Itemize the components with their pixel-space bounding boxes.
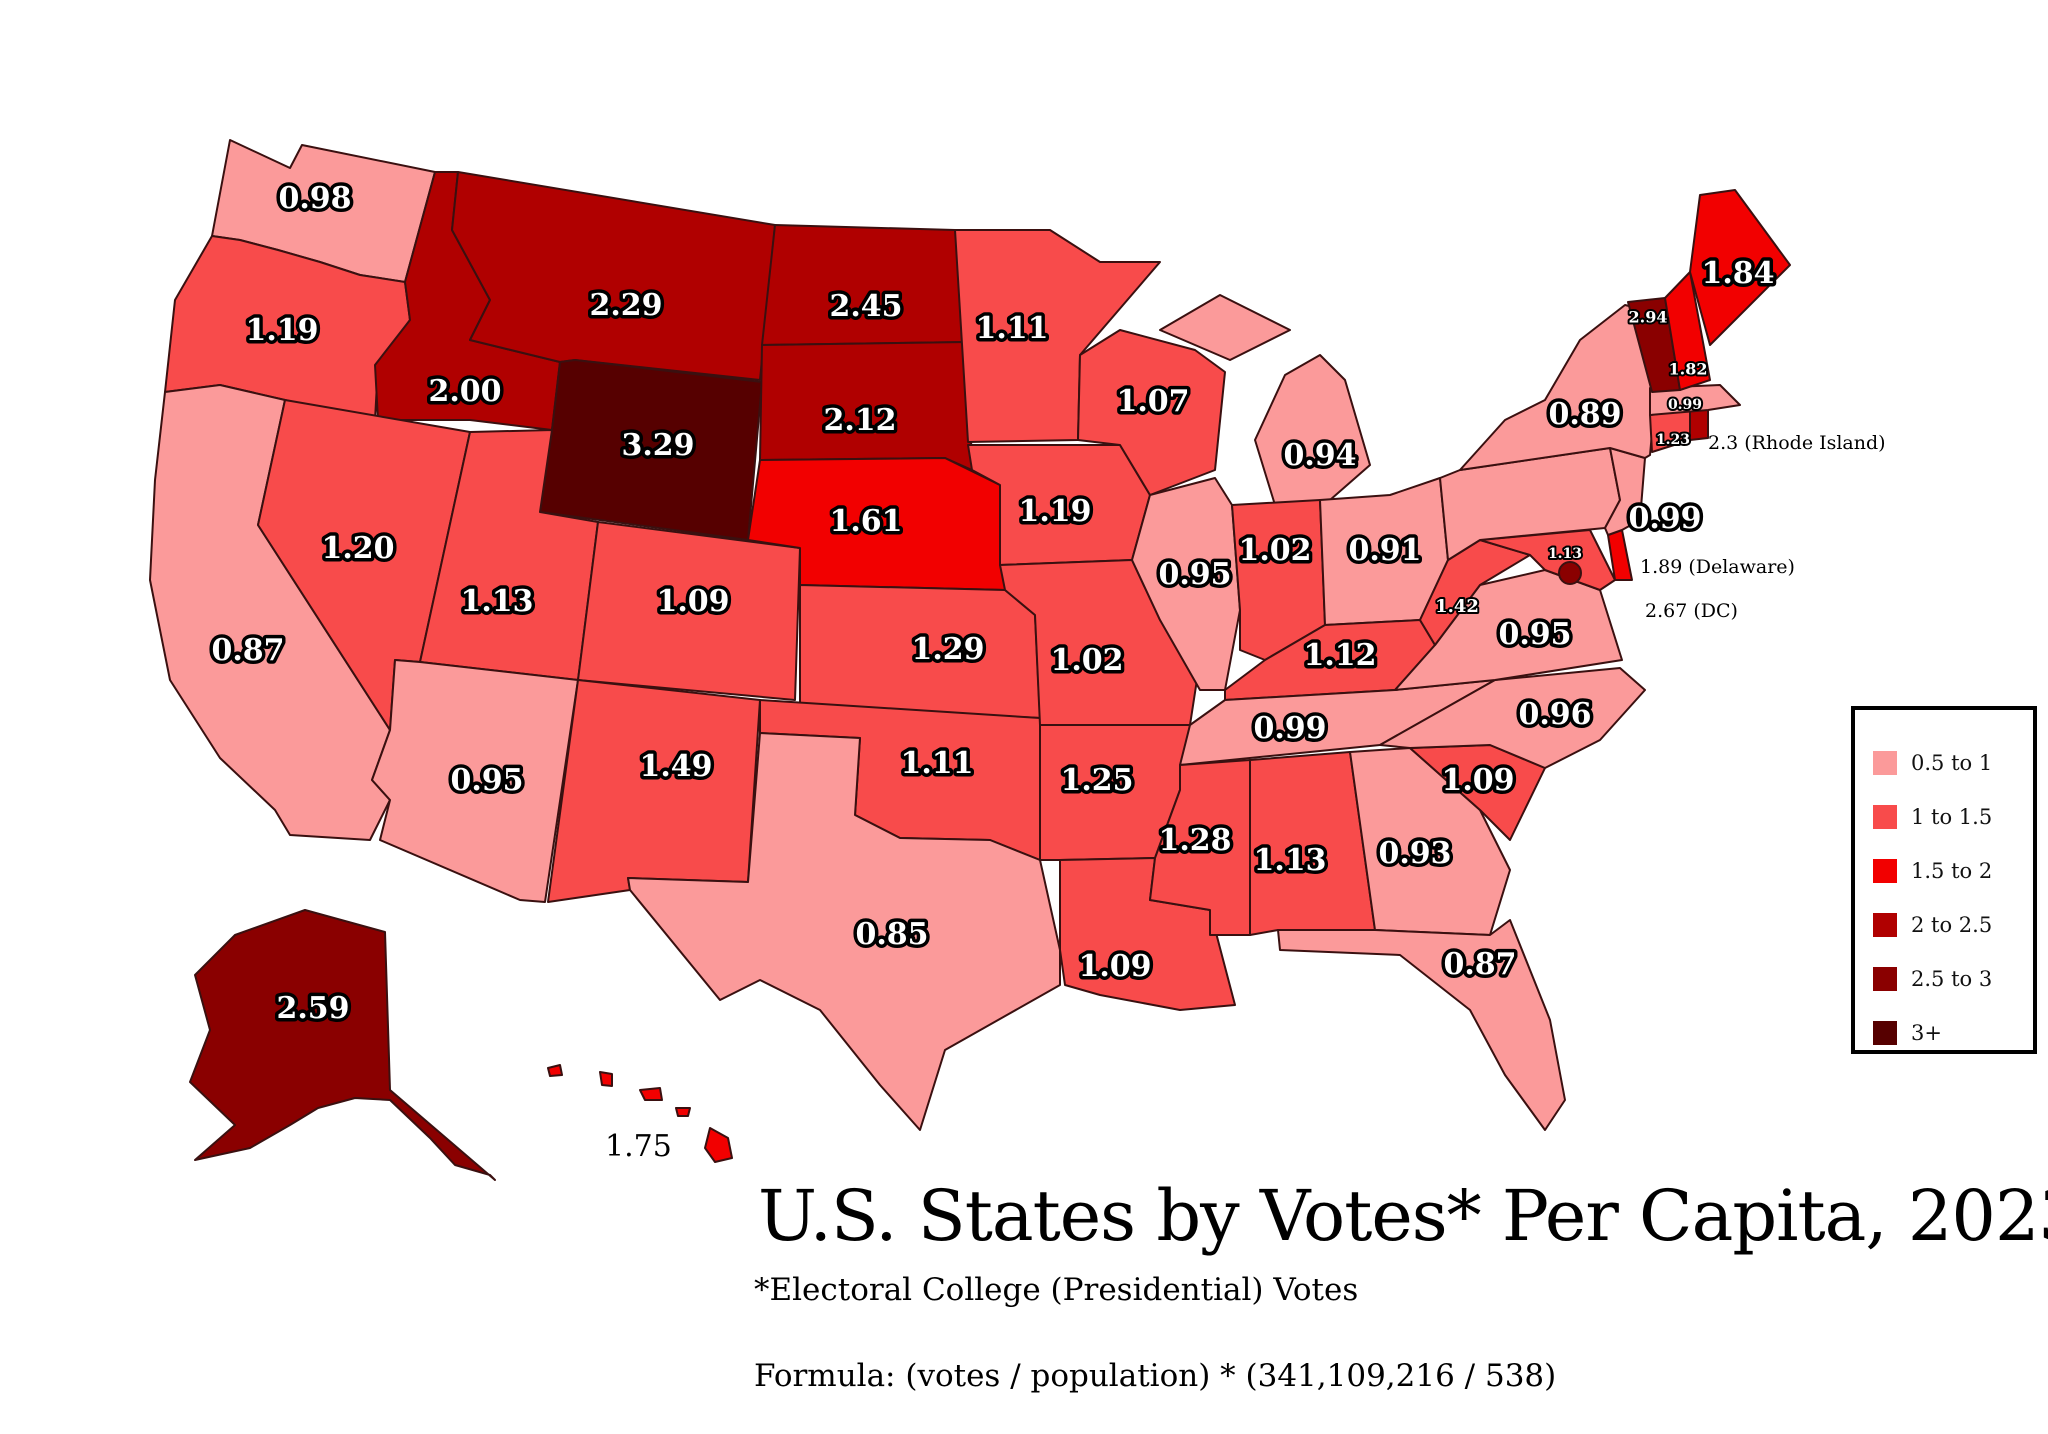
- legend-label: 3+: [1911, 1021, 1942, 1045]
- value-label-nv: 1.20: [321, 531, 394, 566]
- legend-swatch: [1873, 859, 1897, 883]
- value-label-il: 0.95: [1158, 557, 1231, 592]
- legend-item: 1.5 to 2: [1873, 844, 2033, 898]
- value-label-dc: 2.67 (DC): [1645, 600, 1738, 622]
- value-label-ak: 2.59: [276, 991, 349, 1026]
- value-label-ga: 0.93: [1378, 836, 1451, 871]
- state-massachusetts[interactable]: [1649, 384, 1741, 416]
- value-label-co: 1.09: [656, 584, 729, 619]
- value-label-md: 1.13: [1548, 546, 1582, 562]
- state-minnesota[interactable]: [954, 229, 1161, 443]
- value-label-de: 1.89 (Delaware): [1640, 556, 1795, 578]
- legend-item: 0.5 to 1: [1873, 736, 2033, 790]
- value-label-ct: 1.23: [1656, 432, 1690, 448]
- legend-item: 2 to 2.5: [1873, 898, 2033, 952]
- state-hawaii[interactable]: [547, 1064, 733, 1163]
- value-label-va: 0.95: [1498, 617, 1571, 652]
- value-label-or: 1.19: [245, 313, 318, 348]
- legend-swatch: [1873, 751, 1897, 775]
- value-label-wi: 1.07: [1116, 384, 1189, 419]
- state-north-dakota[interactable]: [761, 224, 969, 346]
- state-dc[interactable]: [1558, 561, 1582, 585]
- state-north-carolina[interactable]: [1379, 667, 1646, 769]
- legend-swatch: [1873, 967, 1897, 991]
- value-labels: 0.98 1.19 0.87 2.00 1.20 2.29 3.29 1.13 0.95 1.09…: [208, 178, 1886, 1165]
- value-label-fl: 0.87: [1443, 947, 1516, 982]
- state-arizona[interactable]: [371, 659, 579, 903]
- value-label-nd: 2.45: [829, 289, 902, 324]
- value-label-ok: 1.11: [900, 746, 973, 781]
- legend-label: 2.5 to 3: [1911, 967, 1993, 991]
- legend-swatch: [1873, 913, 1897, 937]
- value-label-nm: 1.49: [639, 749, 712, 784]
- value-label-ks: 1.29: [911, 632, 984, 667]
- state-new-york[interactable]: [1459, 304, 1656, 471]
- legend-label: 1.5 to 2: [1911, 859, 1993, 883]
- value-label-wa: 0.98: [278, 181, 351, 216]
- legend-item: 2.5 to 3: [1873, 952, 2033, 1006]
- value-label-id: 2.00: [428, 374, 501, 409]
- value-label-oh: 0.91: [1348, 533, 1421, 568]
- state-maine[interactable]: [1689, 189, 1791, 346]
- value-label-az: 0.95: [450, 763, 523, 798]
- state-wisconsin[interactable]: [1077, 329, 1226, 496]
- value-label-ne: 1.61: [829, 504, 902, 539]
- state-michigan[interactable]: [1159, 294, 1371, 506]
- value-label-ms: 1.28: [1158, 823, 1231, 858]
- value-label-hi: 1.75: [605, 1129, 672, 1164]
- state-florida[interactable]: [1277, 919, 1566, 1131]
- value-label-nc: 0.96: [1518, 697, 1591, 732]
- value-label-mo: 1.02: [1050, 643, 1123, 678]
- state-rhode-island[interactable]: [1689, 409, 1709, 441]
- value-label-vt: 2.94: [1629, 308, 1668, 327]
- legend-item: 1 to 1.5: [1873, 790, 2033, 844]
- value-label-ky: 1.12: [1303, 638, 1376, 673]
- legend: 0.5 to 1 1 to 1.5 1.5 to 2 2 to 2.5 2.5 …: [1851, 706, 2037, 1054]
- state-new-jersey[interactable]: [1604, 447, 1646, 536]
- state-texas[interactable]: [627, 732, 1061, 1131]
- value-label-mi: 0.94: [1283, 438, 1356, 473]
- value-label-ri: 2.3 (Rhode Island): [1708, 432, 1886, 454]
- value-label-ca: 0.87: [211, 633, 284, 668]
- value-label-ar: 1.25: [1060, 763, 1133, 798]
- value-label-al: 1.13: [1253, 843, 1326, 878]
- legend-label: 0.5 to 1: [1911, 751, 1993, 775]
- value-label-wy: 3.29: [621, 428, 694, 463]
- value-label-sd: 2.12: [823, 403, 896, 438]
- value-label-tx: 0.85: [855, 917, 928, 952]
- value-label-mt: 2.29: [589, 288, 662, 323]
- value-label-ut: 1.13: [460, 584, 533, 619]
- value-label-wv: 1.42: [1435, 596, 1479, 617]
- value-label-ny: 0.89: [1548, 397, 1621, 432]
- value-label-sc: 1.09: [1441, 763, 1514, 798]
- value-label-la: 1.09: [1078, 949, 1151, 984]
- value-label-me: 1.84: [1701, 256, 1774, 291]
- formula-note: Formula: (votes / population) * (341,109…: [754, 1358, 1557, 1394]
- value-label-mn: 1.11: [975, 311, 1048, 346]
- legend-label: 2 to 2.5: [1911, 913, 1993, 937]
- legend-item: 3+: [1873, 1006, 2033, 1060]
- value-label-nj: 0.99: [1628, 501, 1701, 536]
- state-colorado[interactable]: [577, 521, 801, 701]
- legend-swatch: [1873, 805, 1897, 829]
- value-label-ma: 0.99: [1668, 397, 1702, 413]
- state-alaska[interactable]: [189, 909, 496, 1181]
- state-new-hampshire[interactable]: [1664, 271, 1711, 391]
- map-title: U.S. States by Votes* Per Capita, 2023: [758, 1175, 2048, 1257]
- state-new-mexico[interactable]: [547, 679, 761, 903]
- value-label-in: 1.02: [1238, 533, 1311, 568]
- value-label-ia: 1.19: [1018, 494, 1091, 529]
- value-label-nh: 1.82: [1669, 360, 1708, 379]
- legend-swatch: [1873, 1021, 1897, 1045]
- map-subtitle: *Electoral College (Presidential) Votes: [754, 1272, 1359, 1308]
- value-label-tn: 0.99: [1253, 711, 1326, 746]
- legend-label: 1 to 1.5: [1911, 805, 1993, 829]
